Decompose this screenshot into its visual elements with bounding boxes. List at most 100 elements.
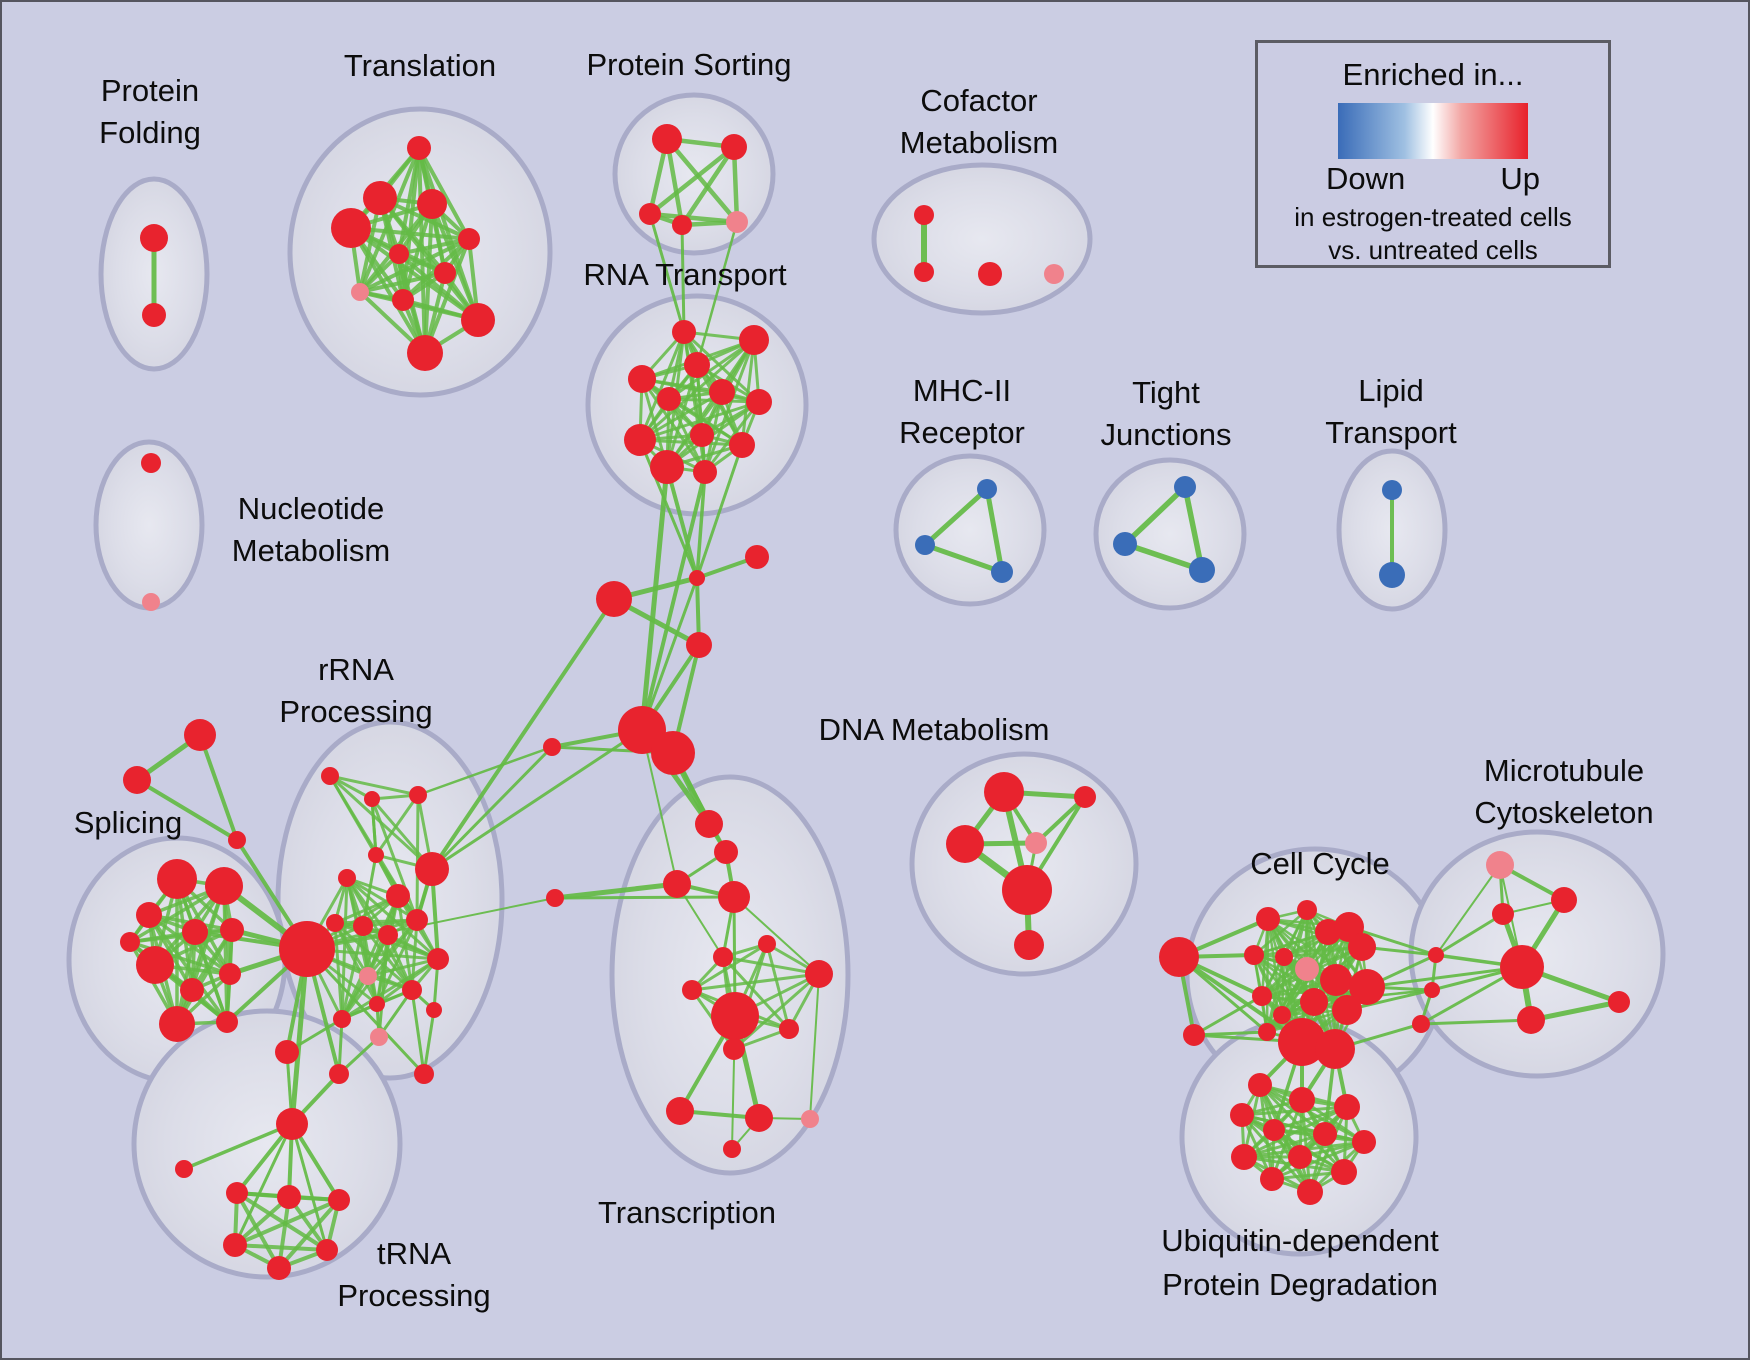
edge [290, 1122, 329, 1252]
node-ps2 [721, 134, 747, 160]
edge [1122, 541, 1205, 573]
node-rt6 [657, 387, 681, 411]
edge [690, 942, 769, 992]
node-tl1 [407, 136, 431, 160]
node-tl9 [392, 289, 414, 311]
node-ps1 [652, 124, 682, 154]
node-ch2 [745, 545, 769, 569]
node-tx8 [682, 980, 702, 1000]
edge [640, 576, 699, 732]
edge [1034, 795, 1087, 845]
edge [1435, 864, 1501, 956]
node-dm4 [1025, 832, 1047, 854]
node-mh2 [915, 535, 935, 555]
node-th6 [267, 1256, 291, 1280]
node-sp6 [136, 946, 174, 984]
node-cc6 [1275, 948, 1293, 966]
node-tx12 [745, 1104, 773, 1132]
cluster-cofactor-metabolism-label: Metabolism [900, 125, 1059, 160]
cluster-tight-junctions-ellipse [1093, 457, 1247, 611]
node-br1 [546, 889, 564, 907]
edge [366, 957, 440, 978]
node-rt5 [709, 379, 735, 405]
edge [667, 397, 744, 447]
node-ps3 [639, 203, 661, 225]
edge [306, 897, 556, 950]
node-ub6 [1313, 1122, 1337, 1146]
cluster-translation-label: Translation [344, 48, 496, 83]
node-txhub [711, 992, 759, 1040]
node-rt7 [746, 389, 772, 415]
edge [397, 237, 471, 256]
edge [1122, 484, 1188, 547]
edge [135, 778, 239, 842]
node-ccH2 [1315, 1029, 1355, 1069]
node-sp8 [219, 963, 241, 985]
node-pf1 [140, 224, 168, 252]
cluster-trna-processing-label: tRNA [377, 1236, 451, 1271]
edge [1347, 925, 1438, 957]
cluster-ubiquitin-degradation-label: Protein Degradation [1162, 1267, 1438, 1302]
node-ub3 [1334, 1094, 1360, 1120]
node-dm1 [984, 772, 1024, 812]
edge [430, 745, 554, 871]
node-cc10 [1252, 986, 1272, 1006]
node-tl6 [389, 244, 409, 264]
node-tl4 [331, 208, 371, 248]
node-tj2 [1113, 532, 1137, 556]
edge [1192, 1030, 1269, 1037]
node-ch3 [596, 581, 632, 617]
node-mb1 [1428, 947, 1444, 963]
node-cc7 [1348, 933, 1376, 961]
node-ub2 [1289, 1087, 1315, 1113]
edge [175, 884, 226, 1026]
node-rr8 [326, 914, 344, 932]
node-sp7 [180, 978, 204, 1002]
edge [740, 338, 756, 447]
node-tx11 [666, 1097, 694, 1125]
edge [638, 438, 699, 580]
cluster-trna-processing-label: Processing [337, 1278, 490, 1313]
node-tl10 [461, 303, 495, 337]
edge [1242, 1132, 1327, 1159]
edge [809, 973, 820, 1120]
node-thub [276, 1108, 308, 1140]
node-mtH [1500, 945, 1544, 989]
edge [289, 946, 310, 1127]
node-th4 [223, 1233, 247, 1257]
node-rr1 [321, 767, 339, 785]
node-rr10 [378, 925, 398, 945]
node-mtP [1486, 851, 1514, 879]
edge [198, 733, 239, 842]
node-cf4 [1044, 264, 1064, 284]
edge [765, 942, 791, 1031]
edge [233, 1122, 294, 1247]
edge [233, 1195, 291, 1247]
node-sp5 [220, 918, 244, 942]
edge [1252, 908, 1309, 957]
node-ub8 [1231, 1144, 1257, 1170]
node-rr6 [415, 852, 449, 886]
node-rhub [279, 921, 335, 977]
node-rr13 [359, 967, 377, 985]
node-rr9 [353, 916, 373, 936]
node-cc12 [1300, 988, 1328, 1016]
node-rt12 [693, 460, 717, 484]
node-cc14 [1258, 1023, 1276, 1041]
edge [648, 212, 686, 334]
edge [682, 330, 707, 474]
cluster-protein-folding-label: Protein [101, 73, 199, 108]
edge [552, 881, 680, 901]
edge [182, 1122, 294, 1171]
legend-down-label: Down [1326, 161, 1406, 196]
node-rr7 [386, 884, 410, 908]
node-sp10 [216, 1011, 238, 1033]
node-tx4 [718, 881, 750, 913]
edge [235, 1191, 329, 1252]
node-ub1 [1248, 1073, 1272, 1097]
edge [175, 928, 234, 1026]
edge [340, 918, 419, 1021]
edge [639, 464, 670, 733]
